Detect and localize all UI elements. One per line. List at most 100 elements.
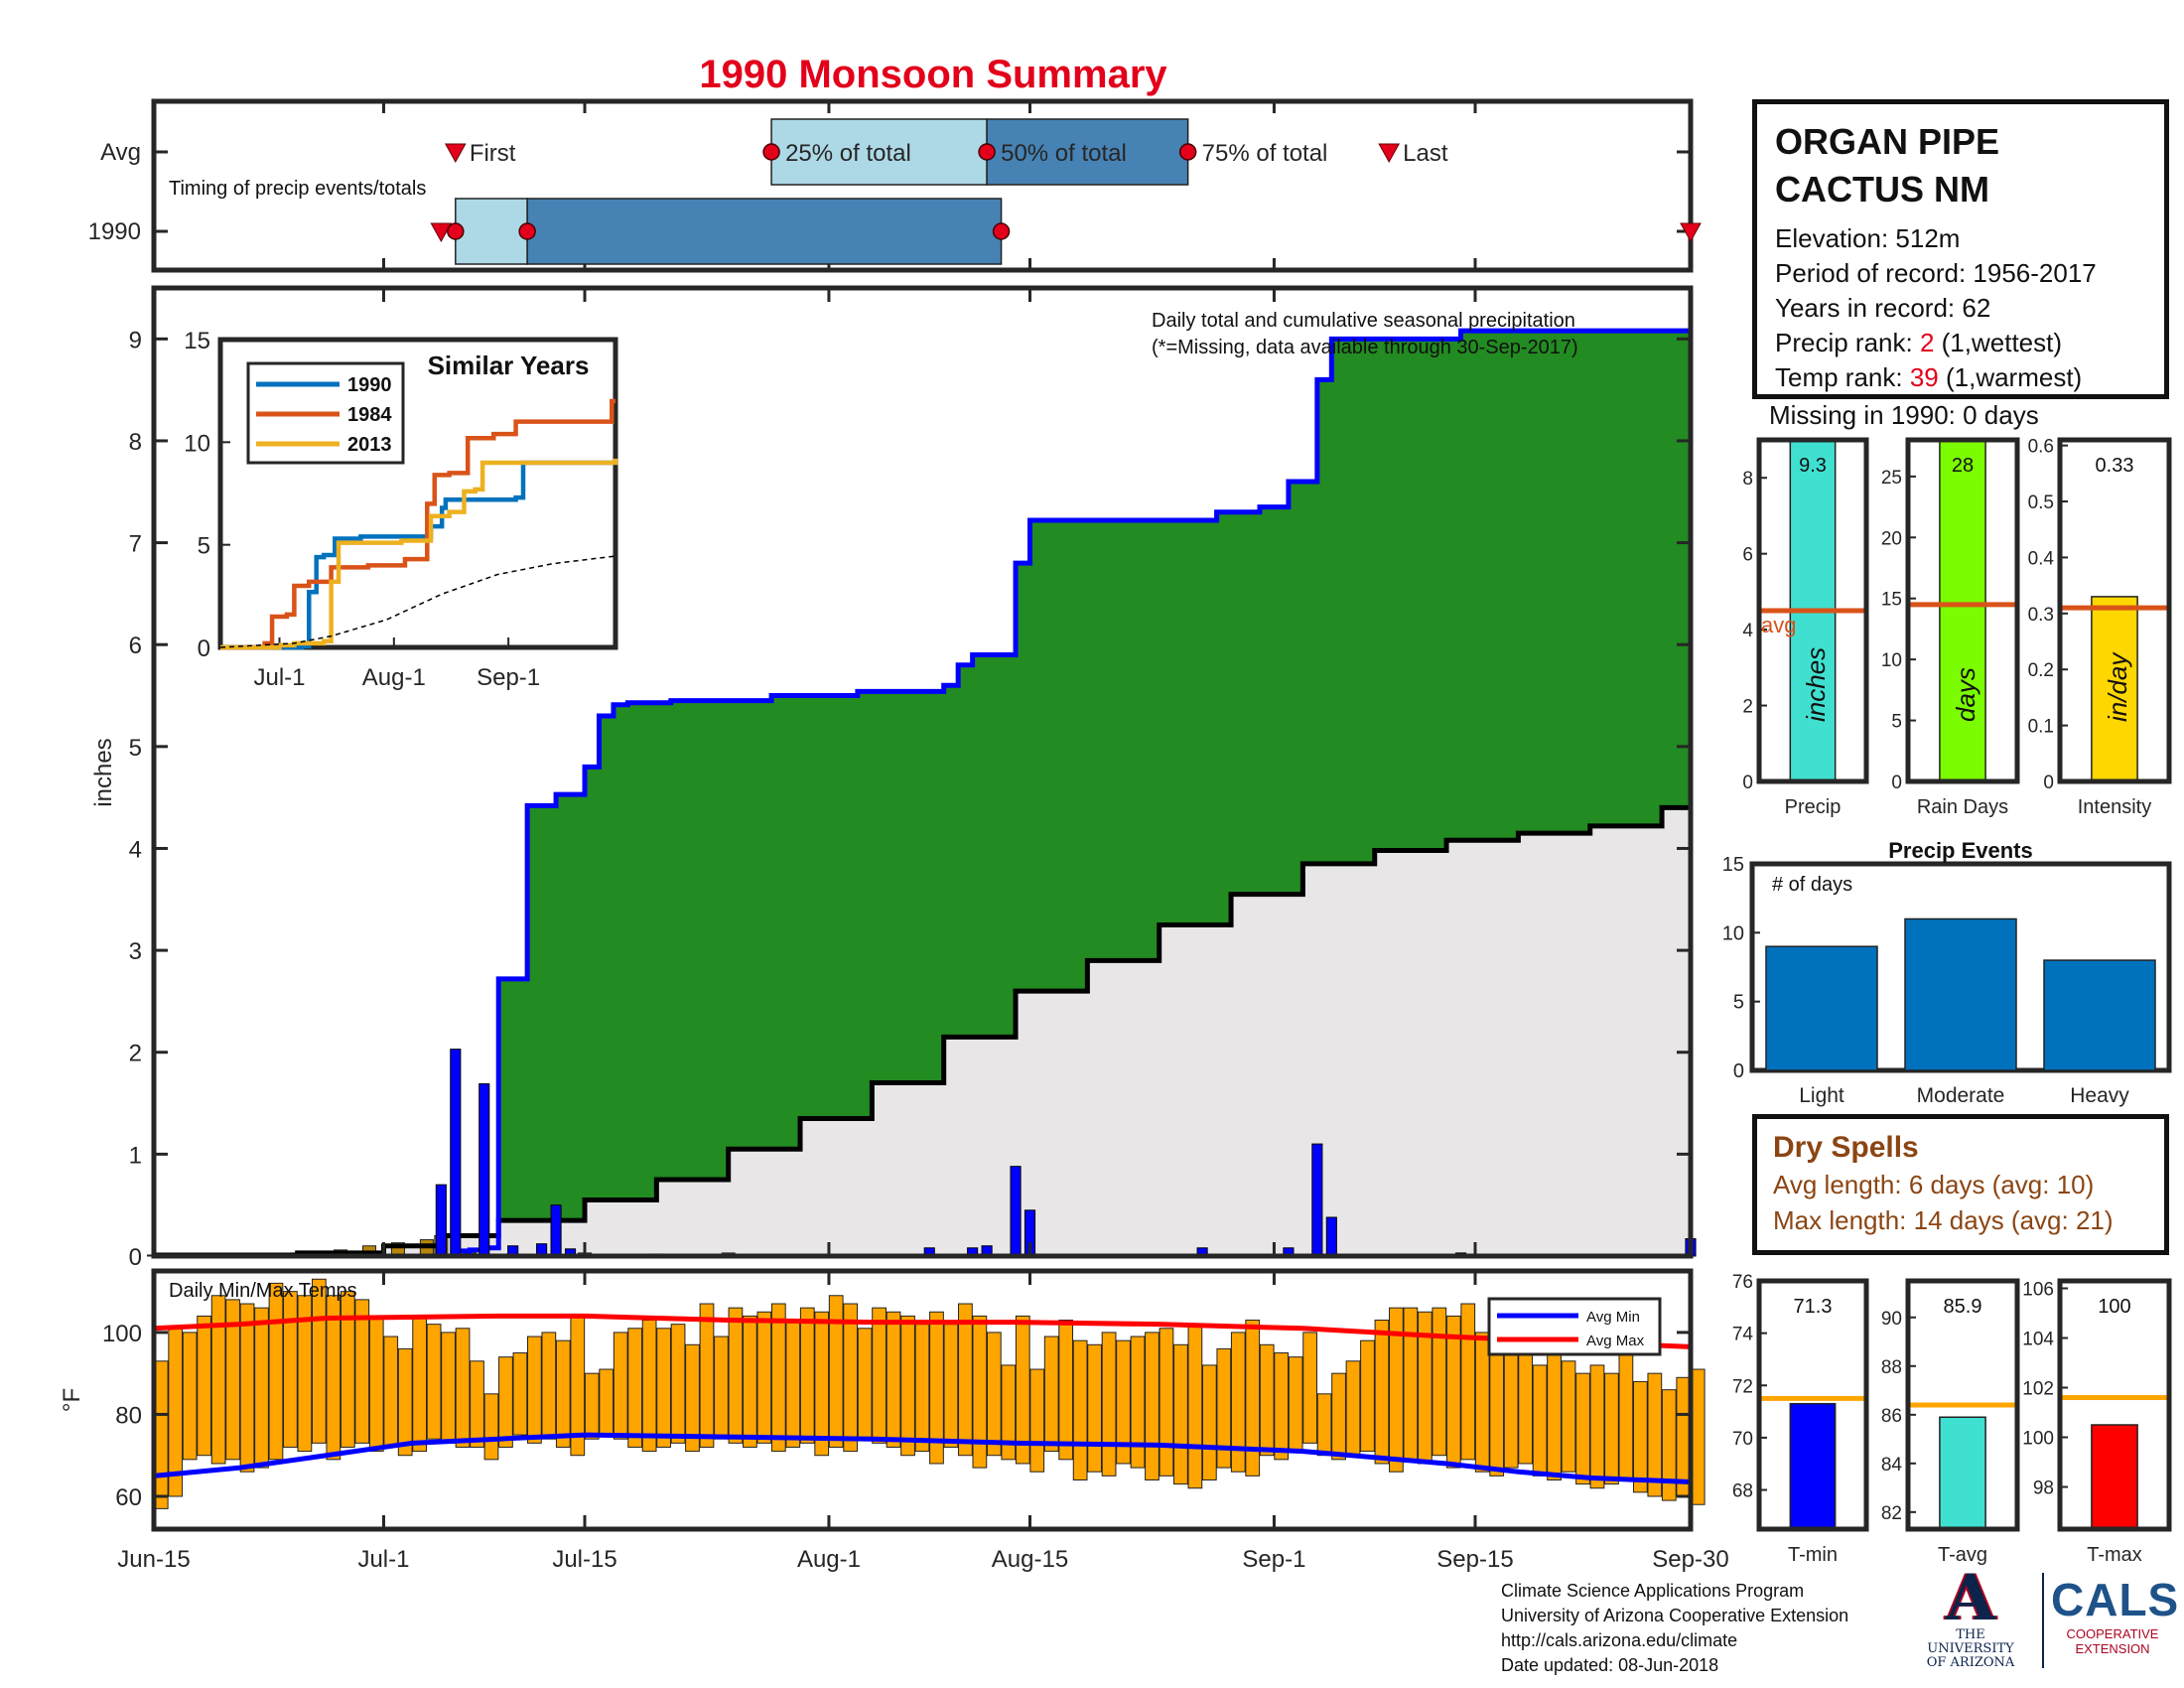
year-p50-marker: [992, 222, 1011, 240]
timing-panel: Avg 1990 Timing of precip events/totals …: [88, 98, 1702, 273]
credits-line3[interactable]: http://cals.arizona.edu/climate: [1501, 1630, 1738, 1650]
events-y-tick-label: 15: [1722, 854, 1744, 876]
mini-avg-label: avg: [1761, 613, 1796, 637]
avg-max-line: [153, 1313, 1692, 1349]
mini-frame: [2057, 437, 2172, 784]
temps-y-tick-label: 60: [115, 1484, 142, 1511]
daily-temp-range-bar: [828, 1295, 844, 1448]
mini-y-tick-label: 0.6: [2028, 437, 2054, 458]
daily-temp-range-bar: [527, 1336, 542, 1444]
daily-temp-range-bar: [799, 1307, 815, 1444]
mini-y-tick-label: 0.3: [2028, 605, 2054, 626]
daily-temp-range-bar: [900, 1315, 915, 1457]
inset-x-tick-label: Aug-1: [362, 664, 426, 691]
mini-y-tick-label: 4: [1742, 621, 1753, 641]
mini-y-tick-label: 86: [1881, 1406, 1902, 1427]
daily-temp-range-bar: [1302, 1332, 1317, 1444]
daily-temp-range-bar: [584, 1372, 600, 1440]
inset-x-tick-label: Sep-1: [477, 664, 540, 691]
mini-value-label: 85.9: [1944, 1296, 1982, 1318]
year-box-25-50: [526, 198, 1003, 265]
ua-logo-letter: A: [1946, 1561, 1995, 1635]
daily-temp-range-bar: [1274, 1352, 1290, 1461]
inset-legend-label: 1984: [347, 404, 392, 426]
daily-temp-range-bar: [929, 1311, 944, 1465]
avg-p50-label: 50% of total: [1001, 140, 1127, 167]
daily-temp-range-bar: [641, 1320, 657, 1453]
ua-logo-line1: THE UNIVERSITY: [1927, 1627, 2014, 1656]
daily-temp-range-bar: [972, 1315, 988, 1469]
year-first-circle: [447, 222, 465, 240]
inset-legend-label: 2013: [347, 434, 392, 456]
mini-value-bar: [1939, 439, 1986, 782]
similar-years-inset: 0 5 10 15 Jul-1 Aug-1 Sep-1 Similar Years 1990 19…: [184, 328, 618, 691]
daily-temp-range-bar: [368, 1315, 384, 1453]
mini-value-label: 71.3: [1794, 1296, 1833, 1318]
mini-y-tick-label: 20: [1881, 528, 1902, 549]
daily-temp-range-bar: [1345, 1360, 1361, 1457]
university-of-arizona-logo: A THE UNIVERSITY OF ARIZONA: [1916, 1561, 2025, 1670]
avg-p50-marker: [978, 143, 996, 161]
daily-temp-range-bar: [1245, 1320, 1261, 1477]
daily-temp-range-bar: [1403, 1307, 1419, 1461]
mini-y-tick-label: 6: [1742, 545, 1753, 566]
daily-temp-range-bar: [1647, 1372, 1663, 1497]
daily-1990-bar: [478, 1083, 490, 1257]
daily-temp-range-bar: [498, 1356, 513, 1448]
y-tick-label: 8: [129, 429, 142, 456]
temp-rank-label: Temp rank:: [1775, 362, 1910, 392]
cals-logo-text: CALS: [2051, 1574, 2180, 1625]
daily-temp-range-bar: [1518, 1343, 1533, 1465]
mini-y-tick-label: 15: [1881, 590, 1902, 611]
mini-value-label: 28: [1952, 455, 1974, 477]
right-panels: 024689.3Precipinchesavg051015202528Rain …: [1722, 437, 2172, 1566]
avg-first-marker: [444, 143, 467, 164]
inset-title: Similar Years: [428, 351, 590, 380]
daily-temp-range-bar: [1389, 1307, 1404, 1473]
daily-temp-range-bar: [1432, 1307, 1447, 1457]
missing-note: (*=Missing, data available through 30-Se…: [1152, 337, 1578, 358]
daily-temp-range-bar: [441, 1332, 456, 1444]
mini-frame: [1756, 1278, 1869, 1532]
inset-y-tick-label: 0: [198, 635, 210, 662]
mini-y-tick-label: 70: [1732, 1429, 1753, 1450]
inset-y-tick-label: 10: [184, 430, 210, 457]
mini-y-tick-label: 76: [1732, 1272, 1753, 1293]
mini-y-tick-label: 0.5: [2028, 492, 2054, 513]
year-box-first-25: [455, 198, 528, 265]
mini-y-tick-label: 25: [1881, 468, 1902, 489]
events-bar: [1904, 917, 2017, 1071]
temps-panel: 60 80 100 Jun-15 Jul-1 Jul-15 Aug-1 Aug-15 Sep-1…: [59, 1268, 1729, 1573]
temps-y-axis-label: °F: [59, 1388, 85, 1412]
daily-temp-range-bar: [685, 1343, 700, 1453]
credits-line1: Climate Science Applications Program: [1501, 1581, 1805, 1601]
mini-y-tick-label: 84: [1881, 1455, 1903, 1476]
inset-y-tick-label: 15: [184, 328, 210, 354]
daily-temp-range-bar: [1547, 1352, 1562, 1480]
mini-frame: [2057, 1278, 2172, 1532]
daily-1990-bar: [1010, 1166, 1022, 1257]
timing-caption: Timing of precip events/totals: [169, 178, 426, 200]
mini-x-label: Rain Days: [1917, 796, 2008, 818]
daily-temp-range-bar: [1561, 1360, 1576, 1473]
daily-temp-range-bar: [1445, 1315, 1461, 1469]
x-tick-label: Aug-1: [797, 1546, 861, 1573]
timing-row-avg-label: Avg: [100, 139, 141, 166]
daily-temp-range-bar: [383, 1336, 399, 1448]
x-tick-label: Aug-15: [992, 1546, 1068, 1573]
temps-legend-box: [1487, 1297, 1662, 1356]
events-x-label: Moderate: [1917, 1084, 2005, 1107]
avg-p25-marker: [762, 143, 780, 161]
avg-box-25-50: [770, 118, 988, 186]
mini-y-tick-label: 104: [2022, 1330, 2054, 1350]
mini-value-label: 0.33: [2096, 455, 2134, 477]
mini-frame: [1905, 437, 2020, 784]
credits: Climate Science Applications Program Uni…: [1501, 1579, 1848, 1678]
avg-p75-label: 75% of total: [1202, 140, 1328, 167]
daily-temp-range-bar: [412, 1315, 428, 1453]
daily-temp-range-bar: [656, 1328, 671, 1448]
avg-p75-marker: [1178, 143, 1197, 161]
y-tick-label: 1: [129, 1142, 142, 1169]
daily-1990-bar: [450, 1049, 462, 1257]
station-years: Years in record: 62: [1775, 293, 1991, 323]
